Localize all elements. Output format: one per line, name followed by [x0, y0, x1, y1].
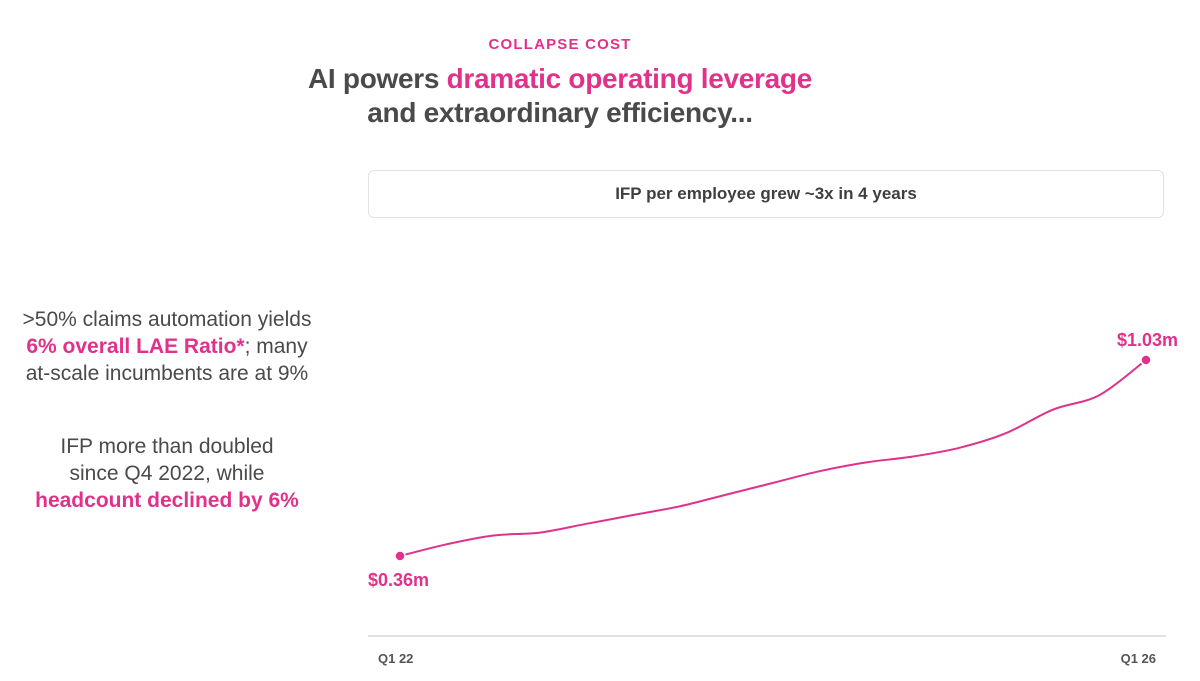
chart-title-box: IFP per employee grew ~3x in 4 years [368, 170, 1164, 218]
x-tick-label: Q1 26 [1121, 651, 1156, 666]
stat-headcount-line-2: since Q4 2022, while [69, 462, 265, 485]
chart-title: IFP per employee grew ~3x in 4 years [615, 184, 917, 203]
end-value-label: $1.03m [1117, 330, 1178, 350]
stat-automation-line-1: >50% claims automation yields [22, 308, 312, 331]
stat-automation-rest: ; many [244, 335, 308, 358]
title-line-1: AI powers dramatic operating leverage [0, 62, 1120, 96]
page-title: AI powers dramatic operating leverage an… [0, 62, 1120, 130]
stat-automation-line-2: 6% overall LAE Ratio*; many [0, 333, 334, 360]
stat-automation-highlight: 6% overall LAE Ratio* [26, 335, 245, 358]
stat-headcount-highlight: headcount declined by 6% [35, 489, 299, 512]
stat-headcount: IFP more than doubled since Q4 2022, whi… [0, 433, 334, 514]
start-value-label: $0.36m [368, 570, 429, 590]
start-point [394, 550, 406, 562]
title-part-1: AI powers [308, 63, 447, 94]
stat-automation-line-3: at-scale incumbents are at 9% [25, 362, 309, 385]
title-accent: dramatic operating leverage [446, 63, 813, 94]
series-line [399, 359, 1147, 557]
title-line-2: and extraordinary efficiency... [367, 97, 753, 128]
x-tick-label: Q1 22 [378, 651, 413, 666]
stat-automation: >50% claims automation yields 6% overall… [0, 306, 334, 387]
eyebrow-label: COLLAPSE COST [488, 36, 632, 53]
stat-headcount-line-1: IFP more than doubled [60, 435, 274, 458]
end-point [1140, 354, 1152, 366]
